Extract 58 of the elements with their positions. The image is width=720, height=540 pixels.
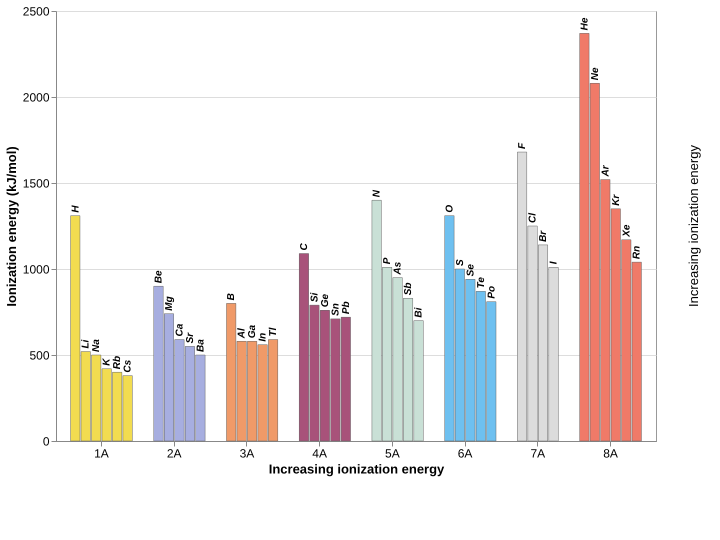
data-label: Tl: [268, 327, 280, 337]
data-label: Te: [476, 276, 487, 288]
x-axis-title: Increasing ionization energy: [268, 462, 446, 476]
data-label: Cs: [122, 359, 134, 373]
data-label: Al: [236, 328, 248, 340]
data-label: Rn: [632, 246, 643, 260]
data-label: H: [70, 204, 82, 213]
data-label: Xe: [621, 224, 632, 238]
data-label: B: [226, 293, 238, 300]
data-label: Br: [538, 230, 550, 242]
data-label: As: [392, 261, 404, 276]
data-label: Bi: [414, 307, 425, 318]
y-tick-label: 2500: [22, 4, 50, 18]
data-label: N: [372, 189, 383, 198]
data-label: In: [258, 332, 269, 342]
data-label: Sn: [330, 303, 342, 316]
data-label: Mg: [164, 296, 175, 311]
x-tick-label: 5A: [385, 446, 400, 460]
y-tick-label: 500: [29, 348, 50, 362]
data-label: F: [517, 142, 528, 150]
data-label: P: [382, 257, 394, 264]
data-label: Ar: [600, 164, 612, 178]
data-label: K: [102, 358, 113, 366]
x-tick-label: 2A: [166, 446, 182, 460]
data-label: Cl: [528, 212, 539, 223]
data-label: Ba: [195, 338, 206, 352]
data-label: Kr: [610, 194, 622, 206]
y-tick-label: 1000: [22, 262, 50, 276]
data-label: C: [298, 242, 310, 251]
data-label: Se: [465, 264, 476, 276]
data-label: Sb: [403, 282, 414, 296]
data-label: Si: [309, 292, 320, 302]
data-label: He: [579, 17, 590, 30]
data-label: Sr: [184, 332, 196, 344]
y-axis-title: Ionization energy (kJ/mol): [4, 146, 19, 307]
y-tick-label: 0: [42, 434, 50, 448]
data-label: S: [454, 259, 466, 266]
x-tick-label: 1A: [94, 446, 109, 460]
data-label: I: [548, 261, 560, 264]
data-label: Na: [91, 338, 102, 352]
data-label: Pb: [340, 301, 352, 314]
x-tick-label: 7A: [530, 446, 546, 460]
text: Increasing ionization energy: [686, 144, 701, 307]
x-tick-label: 6A: [458, 446, 472, 460]
data-label: Li: [80, 339, 92, 349]
data-label: Po: [486, 286, 498, 299]
data-label: Ge: [320, 294, 331, 308]
data-label: Rb: [112, 356, 124, 370]
data-label: Be: [153, 270, 164, 284]
data-label: Ga: [247, 324, 258, 338]
data-label: Ne: [590, 67, 601, 80]
x-tick-label: 3A: [240, 446, 254, 460]
data-label: Ca: [174, 323, 186, 337]
x-tick-label: 8A: [603, 446, 618, 460]
y-tick-label: 1500: [22, 176, 50, 190]
y-tick-label: 2000: [22, 90, 50, 104]
x-tick-label: 4A: [312, 446, 327, 460]
data-label: O: [444, 204, 456, 213]
